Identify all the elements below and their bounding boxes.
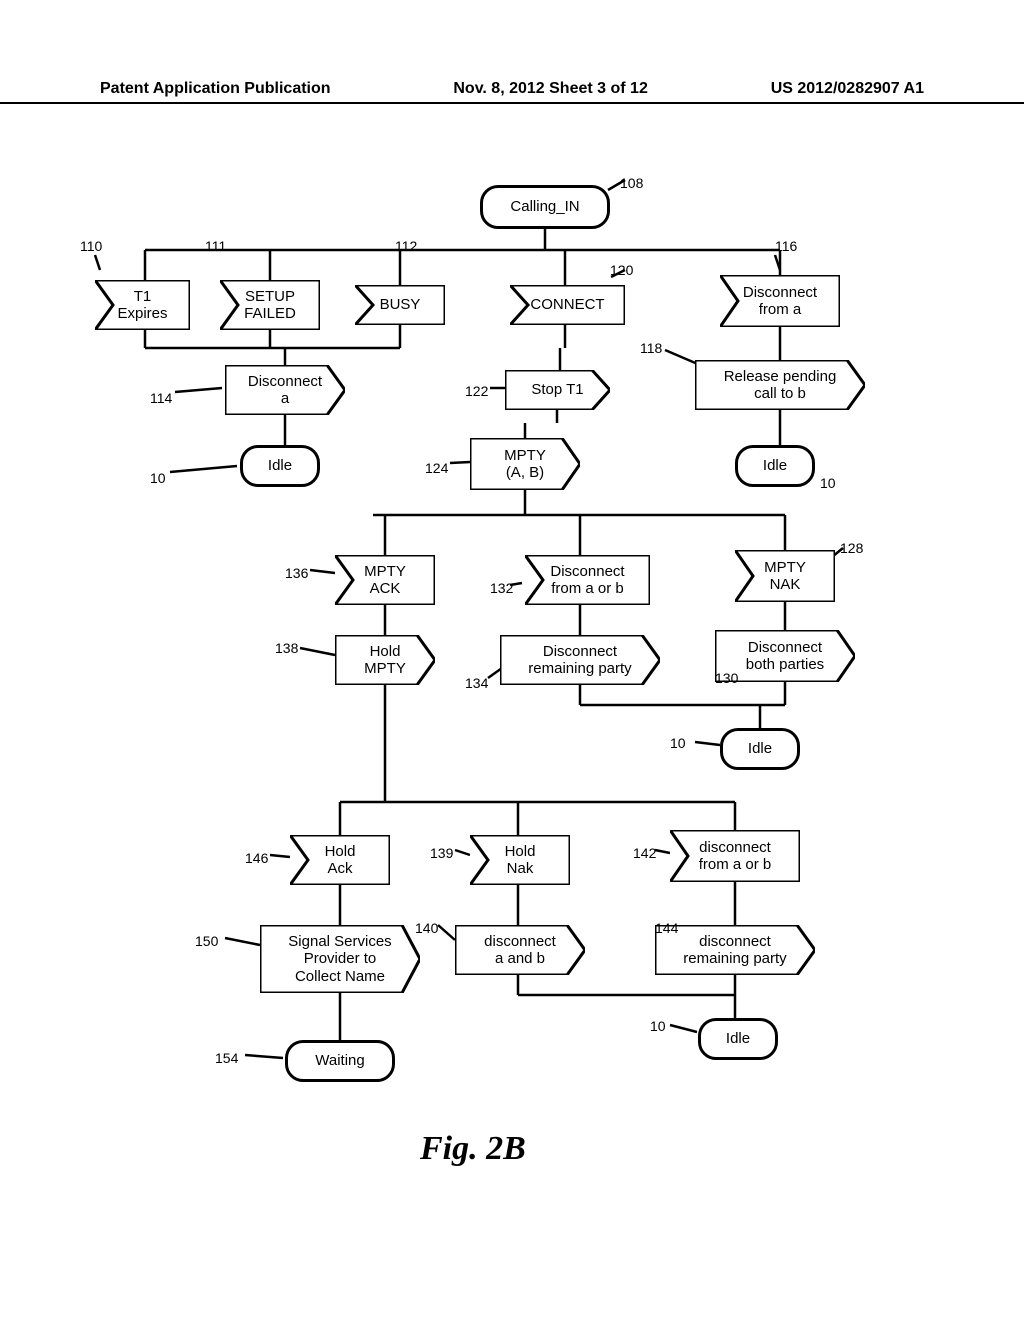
ref-n122: 122 bbox=[465, 383, 488, 399]
ref-n146: 146 bbox=[245, 850, 268, 866]
ref-n139: 139 bbox=[430, 845, 453, 861]
node-n154: Waiting bbox=[285, 1040, 395, 1082]
ref-n142: 142 bbox=[633, 845, 656, 861]
ref-n110: 110 bbox=[80, 238, 102, 254]
node-idle2: Idle bbox=[735, 445, 815, 487]
ref-n108: 108 bbox=[620, 175, 643, 191]
ref-n111: 111 bbox=[205, 238, 226, 254]
node-n120: CONNECT bbox=[510, 285, 625, 325]
ref-n134: 134 bbox=[465, 675, 488, 691]
ref-n118: 118 bbox=[640, 340, 662, 356]
flowchart-diagram: Calling_IN 108 T1 Expires 110 SETUP FAILED… bbox=[0, 170, 1024, 1230]
node-n144: disconnect remaining party bbox=[655, 925, 815, 975]
ref-idle2: 10 bbox=[820, 475, 836, 491]
header-left: Patent Application Publication bbox=[100, 80, 331, 98]
node-idle3: Idle bbox=[720, 728, 800, 770]
ref-n120: 120 bbox=[610, 262, 633, 278]
ref-n136: 136 bbox=[285, 565, 308, 581]
ref-n132: 132 bbox=[490, 580, 513, 596]
node-n108: Calling_IN bbox=[480, 185, 610, 229]
ref-n114: 114 bbox=[150, 390, 172, 406]
node-n118: Release pending call to b bbox=[695, 360, 865, 410]
node-n111: SETUP FAILED bbox=[220, 280, 320, 330]
header-right: US 2012/0282907 A1 bbox=[771, 80, 924, 98]
node-n128: MPTY NAK bbox=[735, 550, 835, 602]
ref-idle1: 10 bbox=[150, 470, 166, 486]
ref-idle3: 10 bbox=[670, 735, 686, 751]
node-n136: MPTY ACK bbox=[335, 555, 435, 605]
ref-idle4: 10 bbox=[650, 1018, 666, 1034]
node-idle1: Idle bbox=[240, 445, 320, 487]
ref-n112: 112 bbox=[395, 238, 417, 254]
node-n132: Disconnect from a or b bbox=[525, 555, 650, 605]
node-n146: Hold Ack bbox=[290, 835, 390, 885]
node-n124: MPTY (A, B) bbox=[470, 438, 580, 490]
node-n116: Disconnect from a bbox=[720, 275, 840, 327]
ref-n124: 124 bbox=[425, 460, 448, 476]
node-n142: disconnect from a or b bbox=[670, 830, 800, 882]
header-center: Nov. 8, 2012 Sheet 3 of 12 bbox=[453, 80, 647, 98]
node-n150: Signal Services Provider to Collect Name bbox=[260, 925, 420, 993]
node-n114: Disconnect a bbox=[225, 365, 345, 415]
ref-n130: 130 bbox=[715, 670, 738, 686]
node-n122: Stop T1 bbox=[505, 370, 610, 410]
ref-n140: 140 bbox=[415, 920, 438, 936]
page-header: Patent Application Publication Nov. 8, 2… bbox=[0, 80, 1024, 104]
figure-caption: Fig. 2B bbox=[420, 1130, 526, 1168]
node-n138: Hold MPTY bbox=[335, 635, 435, 685]
ref-n138: 138 bbox=[275, 640, 298, 656]
node-n139: Hold Nak bbox=[470, 835, 570, 885]
node-idle4: Idle bbox=[698, 1018, 778, 1060]
node-n140: disconnect a and b bbox=[455, 925, 585, 975]
ref-n150: 150 bbox=[195, 933, 218, 949]
node-n110: T1 Expires bbox=[95, 280, 190, 330]
node-n134: Disconnect remaining party bbox=[500, 635, 660, 685]
ref-n128: 128 bbox=[840, 540, 863, 556]
ref-n154: 154 bbox=[215, 1050, 238, 1066]
node-n112: BUSY bbox=[355, 285, 445, 325]
ref-n116: 116 bbox=[775, 238, 797, 254]
ref-n144: 144 bbox=[655, 920, 678, 936]
